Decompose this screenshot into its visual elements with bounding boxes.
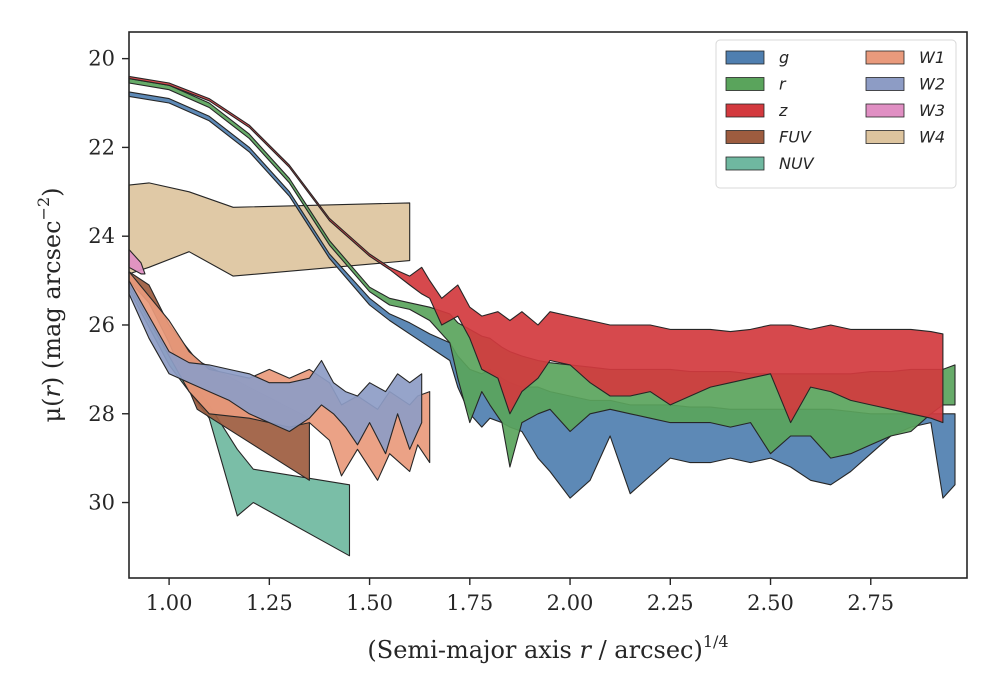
- x-tick-label: 1.50: [346, 591, 393, 615]
- band-w2: [128, 280, 423, 455]
- legend-label-w1: W1: [919, 48, 945, 67]
- band-z: [128, 75, 944, 424]
- legend-label-r: r: [779, 75, 787, 94]
- x-tick-label: 1.75: [446, 591, 493, 615]
- y-axis-label: μ(r) (mag arcsec−2): [34, 187, 66, 422]
- legend-label-w3: W3: [919, 101, 945, 120]
- legend-swatch-r: [725, 77, 765, 91]
- legend-swatch-w2: [865, 77, 905, 91]
- y-tick-label: 24: [88, 224, 115, 248]
- plot-frame: [128, 31, 968, 579]
- legend: grz FUV NUV W1 W2 W3 W4: [715, 39, 957, 189]
- legend-box: [715, 39, 957, 189]
- y-tick-label: 22: [88, 135, 115, 159]
- y-axis: 20 22 24 26 28 30: [88, 47, 129, 515]
- legend-swatch-w1: [865, 50, 905, 65]
- x-tick-label: 2.25: [647, 591, 694, 615]
- x-axis: 1.00 1.25 1.50 1.75 2.00 2.25 2.50 2.75: [146, 578, 894, 615]
- series-bands: [128, 75, 956, 557]
- legend-label-fuv: FUV: [779, 128, 812, 147]
- x-axis-label: (Semi-major axis r / arcsec)1/4: [367, 632, 728, 664]
- legend-label-g: g: [779, 48, 789, 67]
- legend-label-w2: W2: [919, 75, 945, 94]
- legend-label-z: z: [778, 101, 788, 120]
- x-tick-label: 2.50: [747, 591, 794, 615]
- y-tick-label: 28: [88, 402, 115, 426]
- y-tick-label: 20: [88, 47, 115, 71]
- x-tick-label: 1.00: [146, 591, 193, 615]
- legend-swatch-w4: [865, 130, 905, 144]
- legend-swatch-nuv: [725, 156, 765, 171]
- legend-swatch-w3: [865, 103, 905, 118]
- x-tick-label: 2.75: [847, 591, 894, 615]
- legend-swatch-g: [725, 50, 765, 65]
- y-tick-label: 30: [88, 491, 115, 515]
- legend-label-nuv: NUV: [779, 154, 815, 173]
- x-tick-label: 1.25: [246, 591, 293, 615]
- x-tick-label: 2.00: [547, 591, 594, 615]
- y-tick-label: 26: [88, 313, 115, 337]
- legend-swatch-fuv: [725, 130, 765, 144]
- legend-label-w4: W4: [919, 128, 945, 147]
- legend-swatch-z: [725, 103, 765, 118]
